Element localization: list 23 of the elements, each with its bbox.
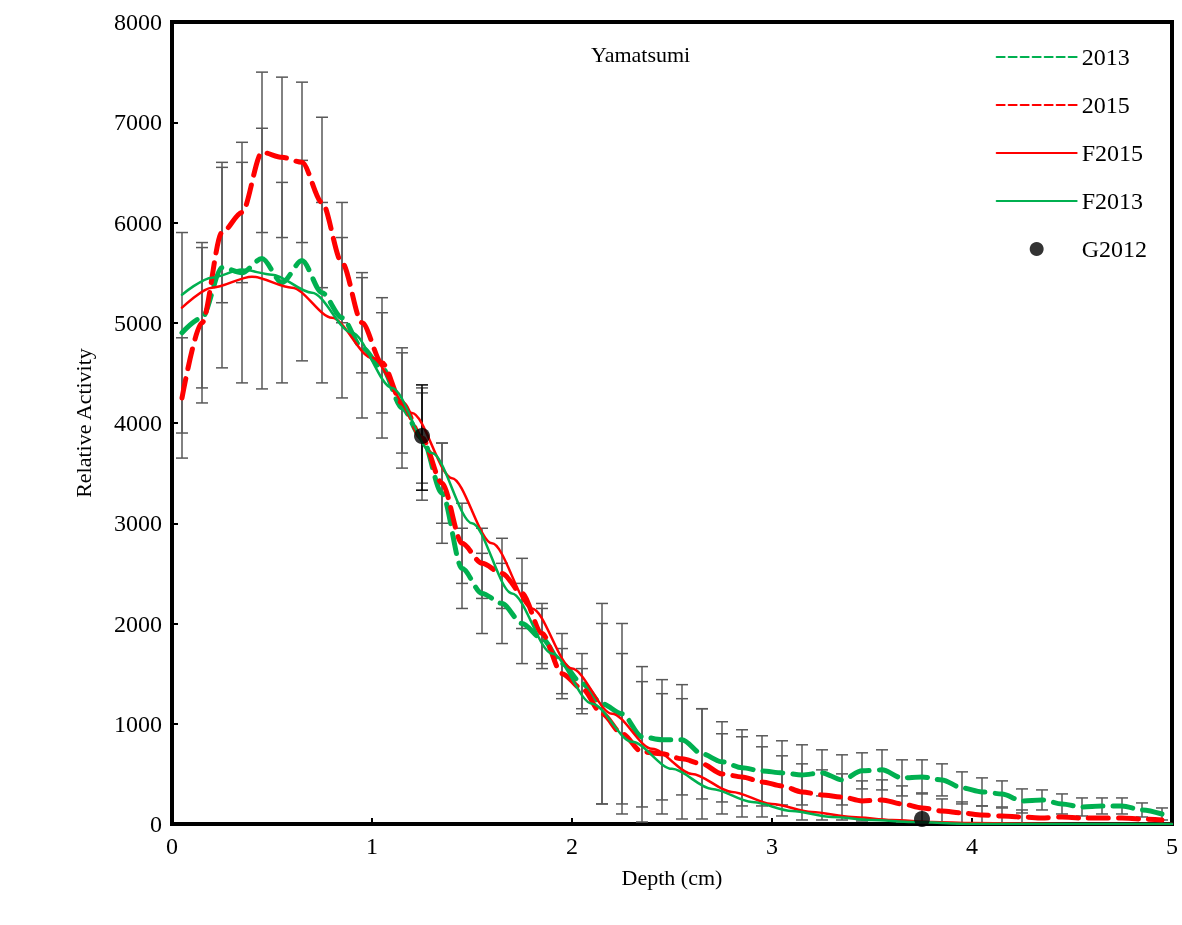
x-tick-label: 0 [166,833,178,859]
x-tick-label: 3 [766,833,778,859]
y-tick-label: 0 [150,811,162,837]
y-tick-label: 8000 [114,9,162,35]
y-tick-label: 3000 [114,510,162,537]
y-tick-label: 5000 [114,309,162,336]
legend-label: F2013 [1081,188,1144,214]
x-tick-label: 1 [366,833,378,859]
x-axis-title: Depth (cm) [621,864,723,890]
legend-label: 2015 [1081,92,1130,118]
x-tick-label: 4 [966,833,978,859]
x-tick-label: 5 [1166,833,1178,859]
y-tick-label: 1000 [114,710,162,737]
legend-label: F2015 [1081,140,1144,166]
y-axis-title: Relative Activity [70,348,96,498]
text: Yamatsumi [591,41,691,67]
legend-label: 2013 [1081,44,1130,70]
y-tick-label: 4000 [114,410,162,436]
y-tick-label: 6000 [114,209,162,236]
y-tick-label: 2000 [114,610,162,637]
y-tick-label: 7000 [114,109,162,136]
x-tick-label: 2 [566,833,578,859]
legend-label: G2012 [1081,236,1148,262]
